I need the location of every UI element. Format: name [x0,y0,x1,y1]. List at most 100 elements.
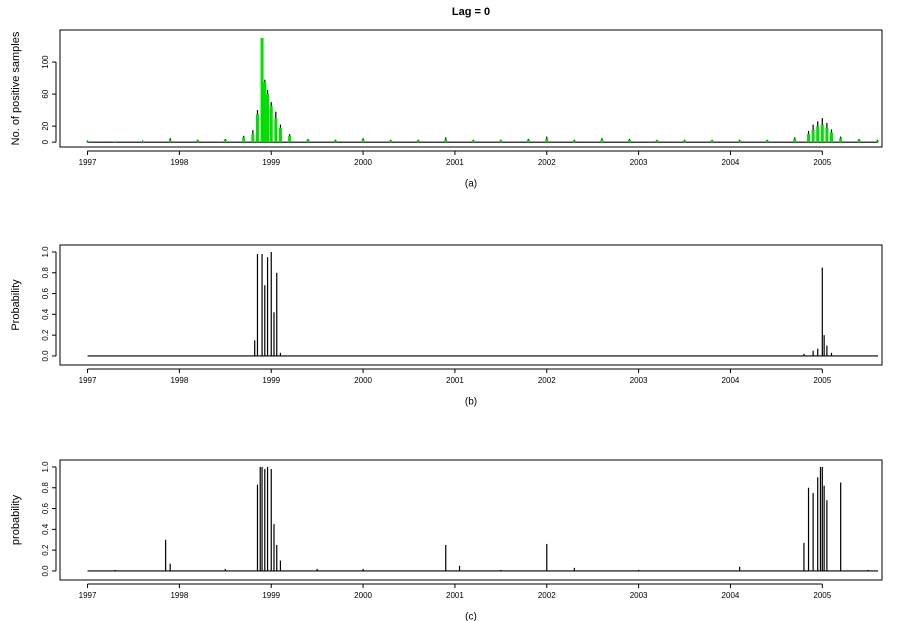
bar [655,140,659,143]
bar [807,134,811,143]
y-tick-label: 100 [41,55,50,69]
y-tick-label: 1.0 [41,246,50,258]
bar [738,140,742,143]
x-tick-label: 2001 [446,376,464,385]
bar [573,567,575,571]
bar [829,132,833,143]
y-tick-label: 0.4 [41,308,50,320]
x-tick-label: 2001 [446,158,464,167]
bar [627,139,631,143]
bar [276,272,278,356]
bar [266,257,269,356]
bar [830,352,833,356]
bar [765,140,769,143]
bar [826,345,828,356]
bar [361,139,365,143]
plot-frame [59,244,883,366]
bar [269,106,273,143]
bar [113,141,117,143]
x-tick-label: 1998 [170,158,188,167]
bar [840,482,842,571]
bar [264,469,266,571]
caption: (a) [465,179,477,190]
x-tick-label: 2003 [630,376,648,385]
caption: (c) [465,612,477,621]
bar [600,139,604,143]
bar [710,140,714,143]
y-tick-label: 0.0 [41,350,50,362]
chart-title: Lag = 0 [452,6,490,18]
y-tick-label: 0.4 [41,523,50,535]
bar [875,140,879,143]
x-tick-label: 2005 [813,376,831,385]
bar [242,137,246,143]
x-tick-label: 1997 [79,591,97,600]
x-tick-label: 2002 [538,376,556,385]
bar [264,285,266,356]
bar [261,254,263,356]
bar [279,560,282,571]
x-tick-label: 2005 [813,158,831,167]
bar [857,139,861,143]
bar [223,139,227,143]
x-tick-label: 1999 [262,158,280,167]
bar [169,138,171,143]
bar [141,141,145,143]
bar [683,140,687,143]
bar [445,544,447,571]
y-tick-label: 0.6 [41,287,50,299]
bar [306,139,310,143]
bar [807,487,810,571]
y-tick-label: 0.8 [41,267,50,279]
x-tick-label: 2004 [722,591,740,600]
bar [273,312,275,356]
y-tick-label: 0.0 [41,565,50,577]
bar [445,137,447,143]
bar [793,138,797,143]
bar [803,353,805,356]
bar [825,127,829,143]
bar [821,466,823,571]
bar [273,524,275,571]
x-tick-label: 1997 [79,376,97,385]
y-axis-label: No. of positive samples [10,31,22,145]
bar [458,565,461,571]
bar [500,569,502,571]
y-tick-label: 1.0 [41,461,50,473]
bar [820,124,824,143]
bar [817,477,819,571]
bar [224,568,226,571]
x-tick-label: 2001 [446,591,464,600]
bar [114,569,116,571]
x-tick-label: 2000 [354,376,372,385]
caption: (b) [465,397,477,408]
x-tick-label: 2003 [630,591,648,600]
bar [545,138,549,143]
bar [196,140,200,143]
bar [526,139,530,143]
y-tick-label: 60 [41,89,50,98]
y-tick-label: 0 [41,139,50,144]
x-tick-label: 2002 [538,158,556,167]
bar [819,466,822,571]
x-tick-label: 2003 [630,158,648,167]
y-tick-label: 0.2 [41,329,50,341]
bar [812,350,814,356]
bar [259,466,261,571]
bar [270,469,272,571]
plot-frame [59,459,883,581]
x-tick-label: 1997 [79,158,97,167]
bar [471,140,475,143]
bar [251,134,255,143]
bar [276,544,278,571]
bar [263,82,267,143]
bar [279,352,282,356]
y-tick-label: 0.6 [41,502,50,514]
y-tick-label: 20 [41,121,50,130]
bar [823,335,825,356]
bar [416,140,420,143]
bar [823,485,825,571]
x-tick-label: 1998 [170,591,188,600]
x-tick-label: 1999 [262,591,280,600]
